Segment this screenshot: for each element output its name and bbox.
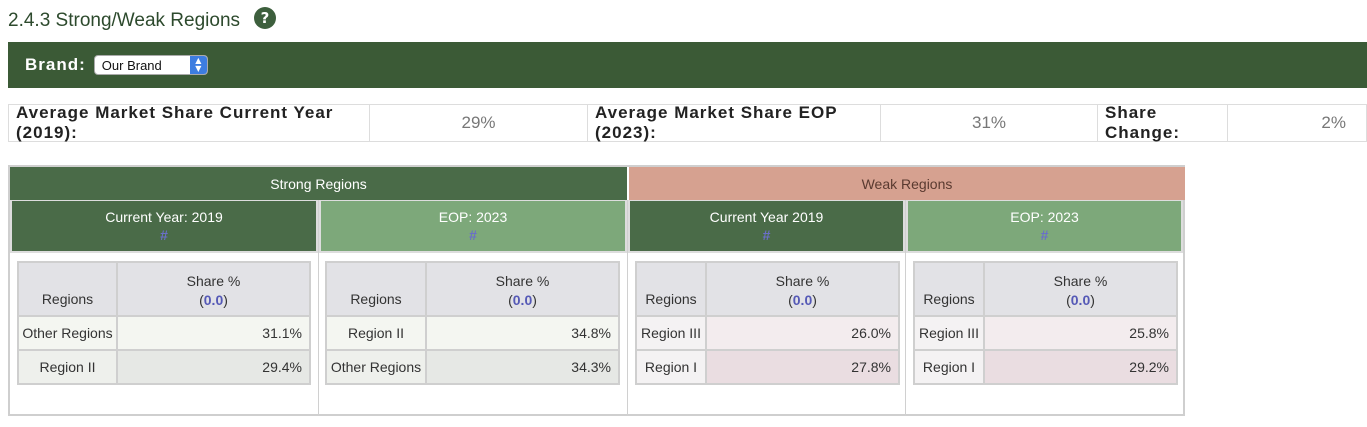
market-share-summary: Average Market Share Current Year (2019)… [8,103,1367,142]
strong-current-column: Current Year: 2019 # Regions Share % (0.0… [10,200,318,416]
brand-select-value: Our Brand [101,57,162,73]
current-share-label: Average Market Share Current Year (2019)… [8,103,370,142]
hash-link[interactable]: # [160,227,168,243]
share-column-header: Share % (0.0) [705,261,900,317]
region-name: Region III [635,315,707,351]
regions-column-header: Regions [17,261,118,317]
weak-regions-header: Weak Regions [629,167,1185,200]
regions-column-header: Regions [635,261,707,317]
share-change-label: Share Change: [1098,103,1228,142]
region-name: Region I [635,349,707,385]
weak-current-table: Regions Share % (0.0) Region III 26.0% Re… [635,261,900,385]
weak-eop-table: Regions Share % (0.0) Region III 25.8% Re… [913,261,1178,385]
table-row: Region III 26.0% [635,315,900,351]
weak-current-column: Current Year 2019 # Regions Share % (0.0)… [627,200,905,416]
region-share: 26.0% [705,315,900,351]
hash-link[interactable]: # [762,227,771,243]
strong-eop-header: EOP: 2023 # [319,200,627,253]
regions-panel: Strong Regions Weak Regions Current Year… [8,165,1185,416]
region-share: 25.8% [983,315,1178,351]
table-row: Region II 29.4% [17,349,311,385]
table-row: Other Regions 31.1% [17,315,311,351]
brand-bar: Brand: Our Brand ▲ ▼ [8,42,1367,88]
region-name: Other Regions [325,349,427,385]
strong-regions-header: Strong Regions [10,167,627,200]
brand-label: Brand: [25,55,86,74]
region-name: Region II [325,315,427,351]
strong-current-header: Current Year: 2019 # [10,200,318,253]
strong-current-table: Regions Share % (0.0) Other Regions 31.1%… [17,261,311,385]
region-name: Region I [913,349,985,385]
eop-share-value: 31% [881,105,1098,141]
page-title: 2.4.3 Strong/Weak Regions [8,10,241,31]
table-row: Other Regions 34.3% [325,349,620,385]
region-share: 29.2% [983,349,1178,385]
weak-eop-column: EOP: 2023 # Regions Share % (0.0) Region … [905,200,1183,416]
hash-link[interactable]: # [1040,227,1049,243]
help-icon[interactable]: ? [254,7,277,29]
regions-column-header: Regions [913,261,985,317]
region-share: 31.1% [116,315,311,351]
table-row: Region II 34.8% [325,315,620,351]
strong-eop-column: EOP: 2023 # Regions Share % (0.0) Region … [318,200,627,416]
table-row: Region I 27.8% [635,349,900,385]
region-share: 34.8% [425,315,620,351]
table-row: Region I 29.2% [913,349,1178,385]
share-column-header: Share % (0.0) [983,261,1178,317]
region-name: Region II [17,349,118,385]
title-row: 2.4.3 Strong/Weak Regions ? [8,6,277,36]
weak-eop-header: EOP: 2023 # [906,200,1183,253]
select-arrows-icon: ▲ ▼ [189,56,207,74]
hash-link[interactable]: # [469,227,477,243]
table-row: Region III 25.8% [913,315,1178,351]
region-share: 29.4% [116,349,311,385]
strong-eop-table: Regions Share % (0.0) Region II 34.8% Oth… [325,261,620,385]
share-column-header: Share % (0.0) [116,261,311,317]
current-share-value: 29% [370,105,588,141]
region-name: Other Regions [17,315,118,351]
weak-current-header: Current Year 2019 # [628,200,905,253]
share-column-header: Share % (0.0) [425,261,620,317]
share-change-value: 2% [1228,105,1367,141]
brand-select[interactable]: Our Brand ▲ ▼ [93,55,208,75]
regions-column-header: Regions [325,261,427,317]
region-share: 34.3% [425,349,620,385]
region-share: 27.8% [705,349,900,385]
eop-share-label: Average Market Share EOP (2023): [588,103,881,142]
region-name: Region III [913,315,985,351]
